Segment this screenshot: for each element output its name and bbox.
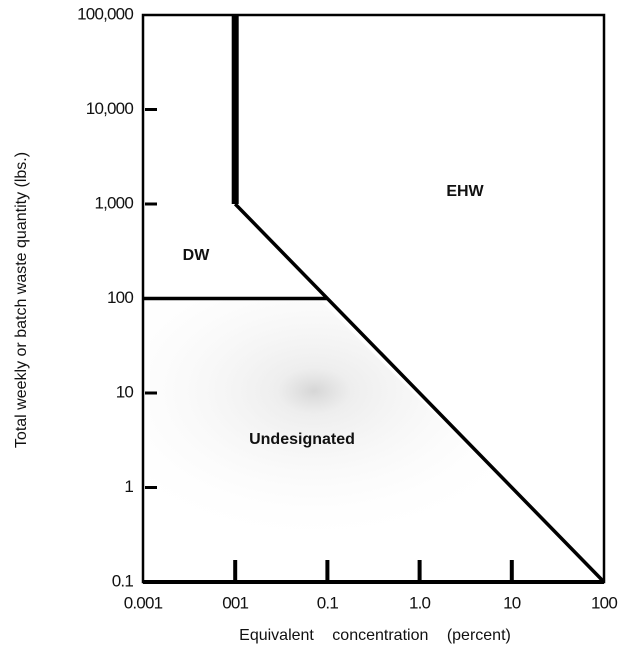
region-label: EHW — [446, 183, 484, 200]
x-tick-label: 10 — [503, 593, 521, 612]
x-tick-label: 0.1 — [317, 593, 339, 612]
boundary-line — [233, 202, 606, 584]
y-tick-label: 10 — [116, 382, 134, 401]
x-tick-label: 1.0 — [409, 593, 431, 612]
x-axis-title: Equivalent concentration (percent) — [239, 627, 511, 644]
y-tick-label: 1,000 — [94, 193, 133, 212]
y-tick-label: 0.1 — [112, 571, 134, 590]
y-tick-label: 100,000 — [77, 4, 133, 23]
x-tick-label: 100 — [591, 593, 617, 612]
region-label: Undesignated — [249, 431, 355, 448]
y-tick-label: 10,000 — [86, 99, 134, 118]
x-tick-label: 001 — [222, 593, 248, 612]
y-axis-title: Total weekly or batch waste quantity (lb… — [13, 152, 30, 448]
undesignated-shading — [150, 300, 560, 560]
x-tick-label: 0.001 — [124, 593, 163, 612]
y-tick-label: 1 — [124, 477, 133, 496]
region-label: DW — [183, 247, 211, 264]
y-tick-label: 100 — [107, 288, 133, 307]
